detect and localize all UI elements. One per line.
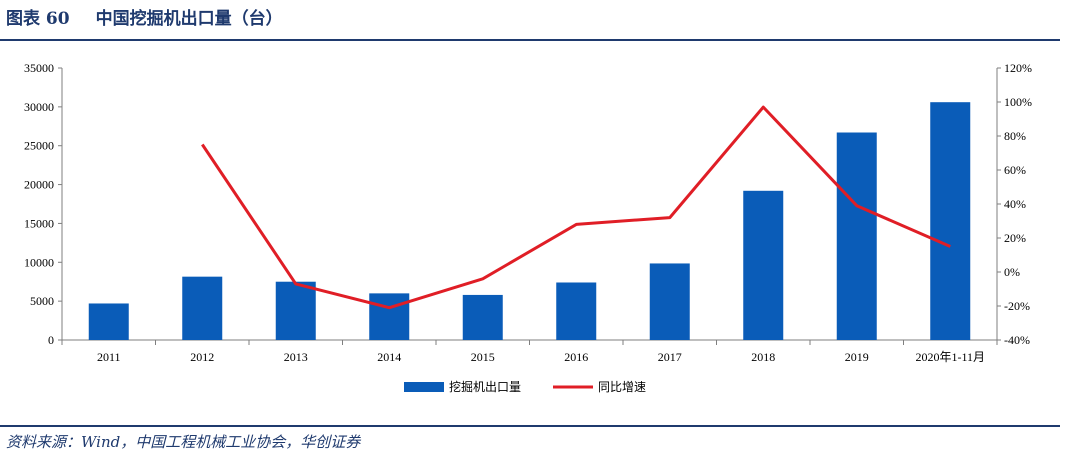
y-left-tick-label: 25000 xyxy=(24,139,54,153)
y-left-tick-label: 30000 xyxy=(24,100,54,114)
y-right-tick-label: 20% xyxy=(1004,231,1026,245)
x-tick-label: 2018 xyxy=(751,350,775,364)
y-left-tick-label: 10000 xyxy=(24,255,54,269)
y-left-tick-label: 5000 xyxy=(30,294,54,308)
x-tick-label: 2016 xyxy=(564,350,588,364)
x-tick-label: 2020年1-11月 xyxy=(915,350,985,364)
bottom-divider xyxy=(0,425,1060,427)
x-tick-label: 2012 xyxy=(190,350,214,364)
x-tick-label: 2015 xyxy=(471,350,495,364)
y-right-tick-label: 100% xyxy=(1004,95,1032,109)
bar xyxy=(369,293,410,340)
x-tick-label: 2017 xyxy=(658,350,682,364)
y-left-tick-label: 35000 xyxy=(24,61,54,75)
legend-label-bar: 挖掘机出口量 xyxy=(449,379,521,394)
y-left-tick-label: 0 xyxy=(48,333,54,347)
x-tick-label: 2014 xyxy=(377,350,401,364)
bar xyxy=(88,303,129,340)
figure-title: 图表 60 中国挖掘机出口量（台） xyxy=(6,4,283,34)
bar xyxy=(275,281,316,340)
x-tick-label: 2013 xyxy=(284,350,308,364)
top-divider xyxy=(0,39,1060,41)
x-tick-label: 2011 xyxy=(97,350,121,364)
y-left-tick-label: 15000 xyxy=(24,216,54,230)
bar xyxy=(649,263,690,340)
bar xyxy=(556,282,597,340)
y-right-tick-label: 40% xyxy=(1004,197,1026,211)
source-note: 资料来源：Wind，中国工程机械工业协会，华创证券 xyxy=(6,433,361,451)
bar xyxy=(182,276,223,340)
y-right-tick-label: 120% xyxy=(1004,61,1032,75)
figure-number: 图表 60 xyxy=(6,9,70,29)
y-right-tick-label: -40% xyxy=(1004,333,1030,347)
y-right-tick-label: -20% xyxy=(1004,299,1030,313)
growth-line xyxy=(201,105,951,310)
y-right-tick-label: 80% xyxy=(1004,129,1026,143)
chart-title: 中国挖掘机出口量（台） xyxy=(95,9,283,29)
y-right-tick-label: 60% xyxy=(1004,163,1026,177)
y-right-tick-label: 0% xyxy=(1004,265,1020,279)
bar xyxy=(462,294,503,340)
bar xyxy=(743,190,784,340)
y-left-tick-label: 20000 xyxy=(24,178,54,192)
combo-chart: 0 5000 10000 15000 20000 25000 30000 35000 -40% -… xyxy=(24,61,1032,394)
bar xyxy=(930,102,971,341)
x-tick-label: 2019 xyxy=(845,350,869,364)
bar xyxy=(836,132,877,340)
legend-label-line: 同比增速 xyxy=(598,380,646,394)
legend-swatch-bar xyxy=(404,382,444,392)
